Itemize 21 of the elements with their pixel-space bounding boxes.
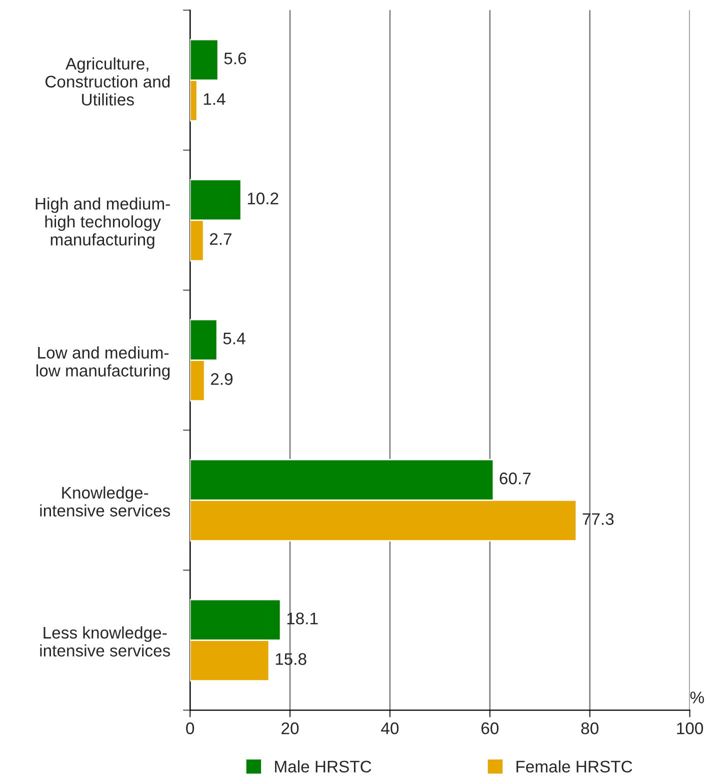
legend-label: Male HRSTC bbox=[275, 760, 372, 773]
x-tick-label: 100 bbox=[677, 722, 704, 734]
x-tick-label: 60 bbox=[481, 722, 499, 734]
data-label: 5.6 bbox=[224, 52, 246, 64]
y-tick-label: Knowledge- intensive services bbox=[40, 486, 170, 517]
x-axis-title: % bbox=[690, 692, 704, 704]
data-label: 2.7 bbox=[210, 233, 232, 245]
data-label: 5.4 bbox=[223, 332, 246, 344]
y-tick-label: Less knowledge- intensive services bbox=[40, 626, 170, 657]
x-tick-label: 40 bbox=[381, 722, 399, 734]
x-tick-label: 0 bbox=[186, 722, 194, 734]
y-tick-label: Agriculture, Construction and Utilities bbox=[45, 57, 170, 106]
data-label: 60.7 bbox=[500, 472, 531, 484]
data-label: 10.2 bbox=[248, 192, 278, 204]
data-label: 1.4 bbox=[204, 93, 226, 105]
y-tick-label: Low and medium- low manufacturing bbox=[36, 346, 170, 380]
data-label: 2.9 bbox=[210, 373, 233, 385]
x-tick-label: 80 bbox=[581, 722, 598, 734]
y-tick-label: High and medium- high technology manufacturing bbox=[36, 197, 170, 249]
legend-label: Female HRSTC bbox=[516, 760, 632, 773]
x-tick-label: 20 bbox=[282, 722, 299, 734]
